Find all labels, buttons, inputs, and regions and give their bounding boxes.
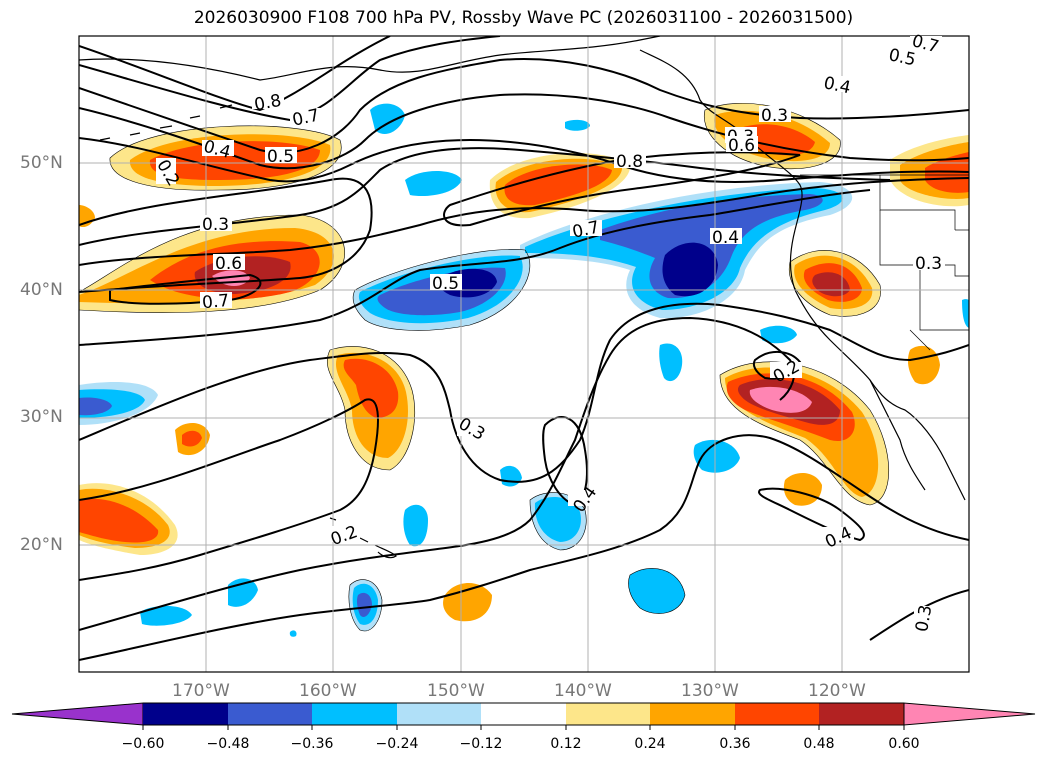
lat-label: 20°N (20, 535, 63, 555)
colorbar (11, 702, 1036, 730)
colorbar-tick-label: −0.12 (459, 736, 503, 752)
colorbar-swatch (650, 703, 735, 725)
contour-label: 0.5 (432, 274, 459, 294)
contour-label: 0.4 (822, 73, 853, 98)
negative-anomaly (140, 605, 192, 626)
pv-contours (79, 36, 969, 661)
political-borders (800, 174, 969, 351)
colorbar-extend-low (11, 702, 144, 726)
lat-label: 50°N (20, 153, 63, 173)
contour-label: 0.4 (712, 228, 739, 248)
pv-contour (79, 302, 969, 483)
pv-contour (79, 398, 379, 581)
colorbar-tick-label: −0.60 (121, 736, 165, 752)
pv-contour (79, 137, 969, 183)
colorbar-tick-label: 0.60 (888, 736, 920, 752)
negative-anomaly (659, 343, 683, 382)
pv-contour (79, 36, 391, 112)
contour-label: 0.8 (616, 152, 643, 172)
anomaly-shading (79, 103, 969, 637)
map-frame (78, 35, 970, 673)
lon-label: 130°W (681, 681, 739, 701)
positive-anomaly (182, 430, 202, 447)
contour-label: 0.5 (887, 45, 918, 70)
negative-anomaly (662, 242, 718, 297)
pv-contour (109, 273, 262, 305)
colorbar-tick-label: 0.12 (550, 736, 582, 752)
positive-anomaly (343, 358, 399, 418)
negative-anomaly (962, 299, 969, 328)
contour-label: 0.3 (761, 106, 788, 126)
colorbar-swatch (481, 703, 566, 725)
contour-label: 0.6 (728, 136, 755, 156)
negative-anomaly (500, 465, 522, 487)
contour-label: 0.7 (291, 105, 322, 130)
positive-anomaly (783, 473, 822, 506)
colorbar-tick-label: 0.48 (803, 736, 835, 752)
contour-label: 0.5 (267, 147, 294, 167)
colorbar-swatch (566, 703, 650, 725)
positive-anomaly (79, 498, 159, 543)
pv-contour (79, 316, 796, 631)
colorbar-tick-label: −0.36 (290, 736, 334, 752)
negative-anomaly (565, 119, 590, 131)
colorbar-tick-label: 0.36 (719, 736, 751, 752)
baja-coast (869, 379, 926, 491)
contour-label: 0.3 (202, 215, 229, 235)
negative-anomaly (289, 630, 297, 637)
lat-label: 40°N (20, 280, 63, 300)
negative-anomaly (405, 171, 462, 197)
pv-contour (443, 151, 801, 227)
positive-anomaly (907, 345, 940, 385)
negative-anomaly (600, 194, 823, 299)
gridlines (79, 36, 969, 672)
negative-anomaly (370, 103, 405, 135)
colorbar-swatch (397, 703, 481, 725)
pv-contour (79, 177, 969, 266)
map-title: 2026030900 F108 700 hPa PV, Rossby Wave … (193, 8, 854, 28)
negative-anomaly (760, 325, 797, 344)
pv-contour (758, 487, 865, 542)
contour-label: 0.6 (215, 254, 242, 274)
negative-anomaly (356, 592, 372, 617)
contour-label: 0.7 (201, 291, 230, 313)
lon-label: 170°W (172, 681, 230, 701)
pv-contour (79, 58, 969, 154)
colorbar-tick-label: −0.48 (206, 736, 250, 752)
pv-contour (79, 434, 969, 661)
lat-label: 30°N (20, 407, 63, 427)
colorbar-swatch (228, 703, 312, 725)
alaska-coast (79, 36, 661, 81)
colorbar-swatch (735, 703, 819, 725)
contour-label: 0.3 (912, 603, 936, 633)
colorbar-tick-label: −0.24 (375, 736, 419, 752)
pv-contour (79, 93, 969, 170)
pv-contour (79, 147, 891, 246)
negative-anomaly (534, 496, 581, 542)
contour-label: 0.3 (915, 254, 942, 274)
positive-anomaly (504, 164, 612, 206)
lon-label: 160°W (299, 681, 357, 701)
aleutian-islands (99, 94, 273, 141)
pv-contour (79, 189, 871, 346)
pv-contour (79, 36, 501, 122)
negative-anomaly (79, 397, 112, 416)
lon-label: 120°W (808, 681, 866, 701)
colorbar-tick-label: 0.24 (634, 736, 666, 752)
lon-label: 140°W (554, 681, 612, 701)
contour-label: 0.8 (253, 91, 283, 115)
colorbar-swatch (312, 703, 397, 725)
negative-anomaly (693, 439, 740, 473)
colorbar-extend-high (903, 702, 1036, 726)
pv-contour (79, 177, 373, 293)
negative-anomaly (403, 504, 428, 547)
negative-anomaly (628, 568, 685, 614)
negative-anomaly (228, 578, 258, 607)
colorbar-swatch (819, 703, 904, 725)
lon-label: 150°W (427, 681, 485, 701)
colorbar-swatch (143, 703, 228, 725)
